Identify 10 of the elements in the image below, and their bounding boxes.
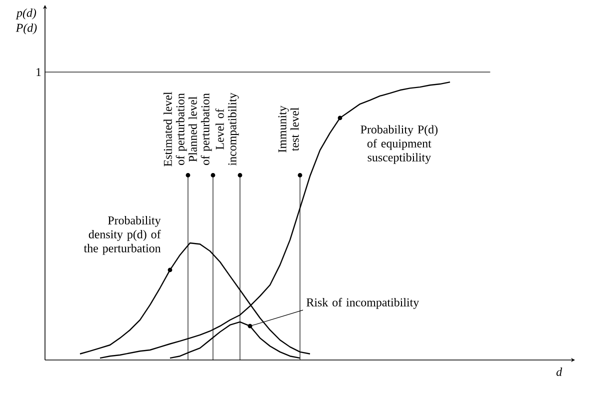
annotation: Level of incompatibility xyxy=(215,92,239,166)
annotation: Probability P(d) of equipment susceptibility xyxy=(360,125,438,164)
annotation: Probability density p(d) of the perturbation xyxy=(84,216,161,255)
text: p(d) P(d) xyxy=(16,8,37,34)
ref-line-label: 1 xyxy=(36,68,41,76)
annotation: Estimated level of perturbation xyxy=(164,92,187,166)
annotation: Immunity test level xyxy=(278,106,299,152)
annotation: Planned level of perturbation xyxy=(188,93,212,165)
text: d xyxy=(556,368,562,376)
annotation: Risk of incompatibility xyxy=(306,298,420,309)
